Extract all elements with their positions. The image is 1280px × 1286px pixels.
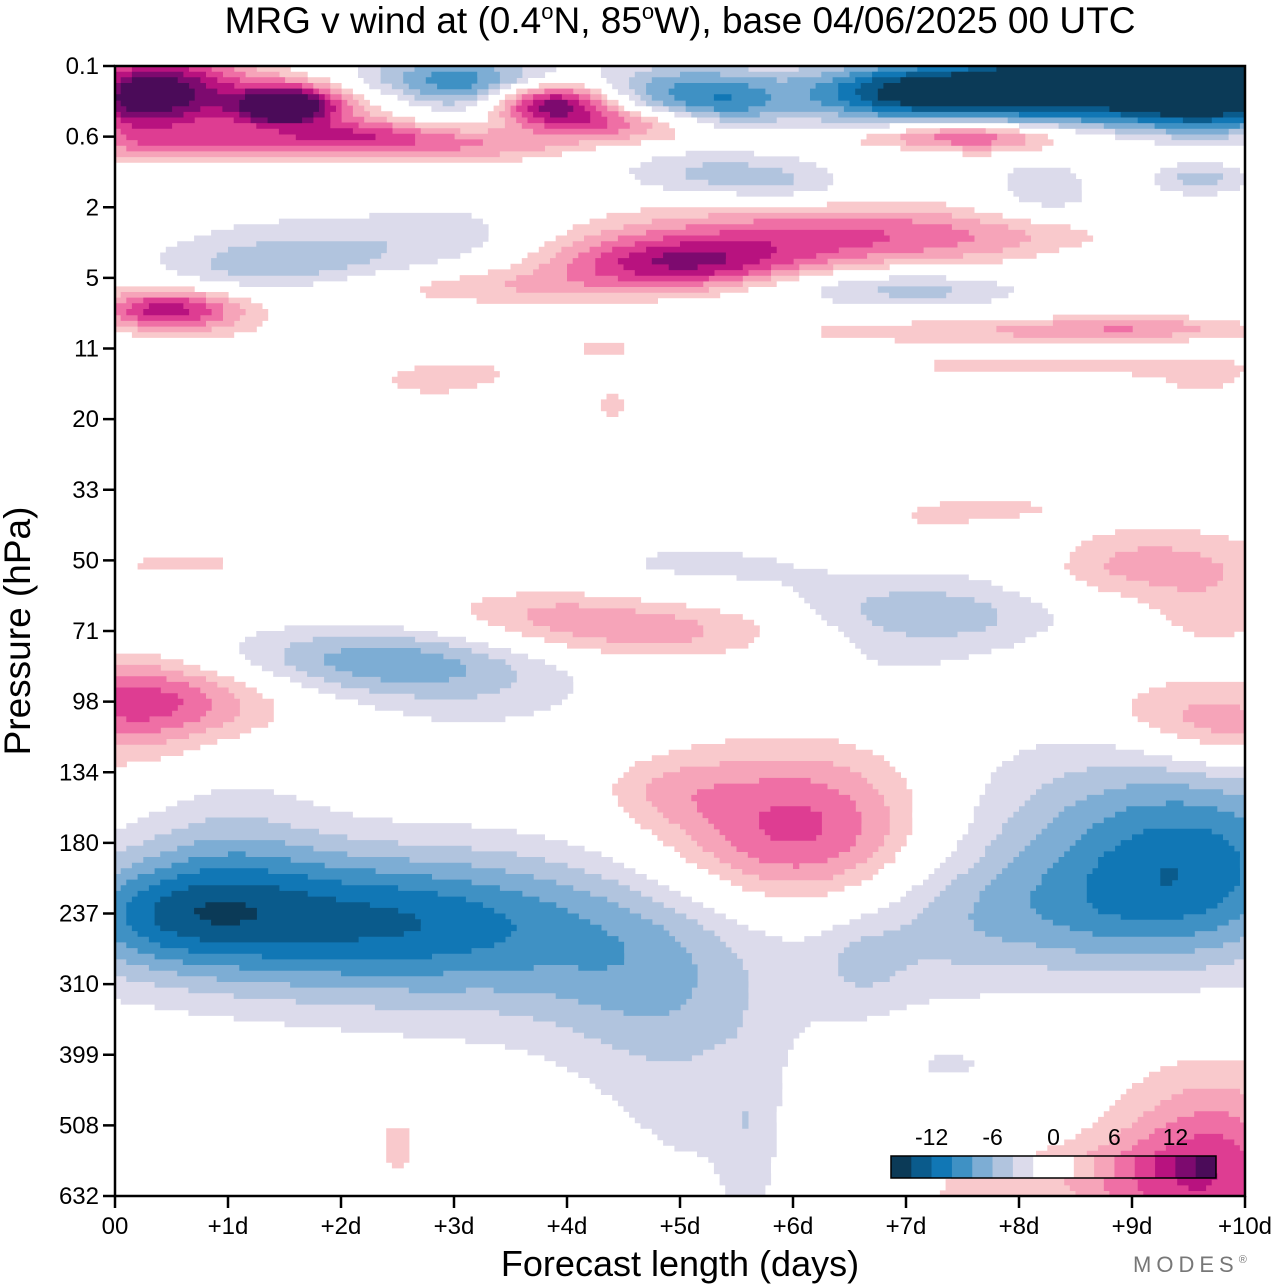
- x-axis-label: Forecast length (days): [501, 1243, 859, 1284]
- x-axis: 00 +1d +2d +3d +4d +5d +6d +7d +8d +9d +10d: [102, 1196, 1272, 1240]
- y-tick-label: 310: [59, 971, 99, 998]
- x-tick-label: +10d: [1218, 1213, 1272, 1240]
- colorbar-swatch: [951, 1156, 973, 1178]
- positive-contour-band: [115, 66, 1245, 1196]
- colorbar-tick-label: -12: [915, 1124, 948, 1150]
- colorbar-tick-label: 6: [1108, 1124, 1121, 1150]
- negative-contour-band: [126, 66, 1245, 960]
- colorbar-swatch: [1033, 1156, 1054, 1178]
- positive-contour-band: [115, 77, 319, 124]
- y-tick-label: 50: [72, 547, 99, 574]
- contour-field: [115, 66, 1245, 1196]
- colorbar-swatch: [1073, 1156, 1095, 1178]
- colorbar-swatch: [1175, 1156, 1196, 1178]
- y-axis-label: Pressure (hPa): [0, 507, 38, 756]
- y-tick-label: 33: [72, 477, 99, 504]
- y-tick-label: 180: [59, 830, 99, 857]
- x-tick-label: +3d: [434, 1213, 475, 1240]
- colorbar-tick-label: 12: [1163, 1124, 1189, 1150]
- y-tick-label: 237: [59, 901, 99, 928]
- chart-title: MRG v wind at (0.4oN, 85oW), base 04/06/…: [225, 0, 1136, 41]
- y-tick-label: 98: [72, 689, 99, 716]
- y-tick-label: 632: [59, 1183, 99, 1210]
- x-tick-label: 00: [102, 1213, 129, 1240]
- x-tick-label: +5d: [660, 1213, 701, 1240]
- x-tick-label: +4d: [547, 1213, 588, 1240]
- y-tick-label: 0.1: [66, 53, 99, 80]
- colorbar-swatch: [1094, 1156, 1115, 1178]
- x-tick-label: +1d: [208, 1213, 249, 1240]
- modes-brand: MODES®: [1133, 1252, 1247, 1277]
- colorbar-swatch: [911, 1156, 932, 1178]
- colorbar: -12 -6 0 6 12: [890, 1124, 1217, 1179]
- colorbar-swatch: [931, 1156, 953, 1178]
- y-tick-label: 71: [72, 618, 99, 645]
- y-tick-label: 11: [74, 336, 99, 363]
- colorbar-swatch: [1155, 1156, 1176, 1178]
- y-tick-label: 134: [59, 759, 99, 786]
- x-tick-label: +2d: [321, 1213, 362, 1240]
- colorbar-swatch: [1012, 1156, 1034, 1178]
- colorbar-swatch: [1134, 1156, 1156, 1178]
- colorbar-frame: [890, 1155, 1217, 1179]
- colorbar-swatch: [891, 1156, 912, 1178]
- colorbar-tick-label: -6: [982, 1124, 1002, 1150]
- x-tick-label: +8d: [999, 1213, 1040, 1240]
- colorbar-tick-label: 0: [1047, 1124, 1060, 1150]
- colorbar-swatch: [1114, 1156, 1136, 1178]
- colorbar-swatch: [1053, 1156, 1075, 1178]
- y-tick-label: 0.6: [66, 124, 99, 151]
- colorbar-swatch: [1195, 1156, 1217, 1178]
- y-tick-label: 2: [86, 194, 99, 221]
- y-tick-label: 20: [72, 406, 99, 433]
- colorbar-swatch: [972, 1156, 993, 1178]
- x-tick-label: +7d: [886, 1213, 927, 1240]
- y-tick-label: 399: [59, 1042, 99, 1069]
- y-tick-label: 508: [59, 1112, 99, 1139]
- colorbar-swatch: [992, 1156, 1014, 1178]
- y-tick-label: 5: [86, 265, 99, 292]
- x-tick-label: +6d: [773, 1213, 814, 1240]
- x-tick-label: +9d: [1112, 1213, 1153, 1240]
- y-axis: 0.1 0.6 2 5 11 20 33 50 71 98 134 180 237 310 399 508 63…: [59, 53, 115, 1210]
